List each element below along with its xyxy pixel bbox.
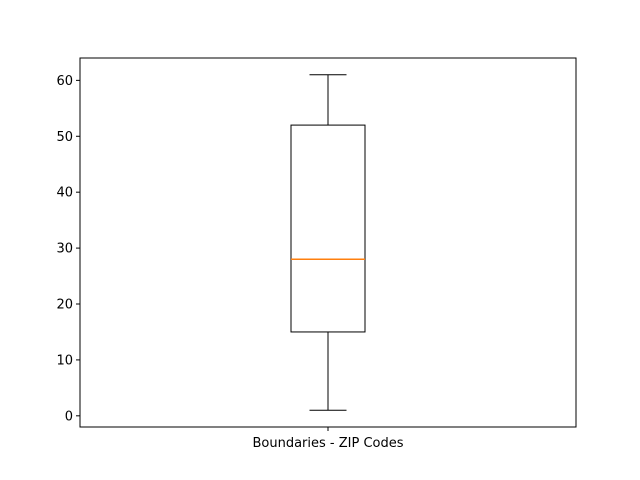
y-tick-label-0: 0 — [65, 409, 73, 424]
interquartile-box — [290, 124, 366, 333]
y-tick-label-30: 30 — [56, 242, 73, 257]
plot-frame — [79, 57, 577, 428]
chart-marks — [290, 74, 366, 411]
y-tick-label-20: 20 — [56, 298, 73, 313]
y-tick-label-10: 10 — [56, 353, 73, 368]
y-tick-label-40: 40 — [56, 186, 73, 201]
x-axis: Boundaries - ZIP Codes — [252, 427, 404, 451]
y-axis: 0 10 20 30 40 50 60 — [56, 74, 80, 424]
y-tick-label-50: 50 — [56, 130, 73, 145]
y-tick-label-60: 60 — [56, 74, 73, 89]
x-tick-label: Boundaries - ZIP Codes — [252, 436, 403, 451]
